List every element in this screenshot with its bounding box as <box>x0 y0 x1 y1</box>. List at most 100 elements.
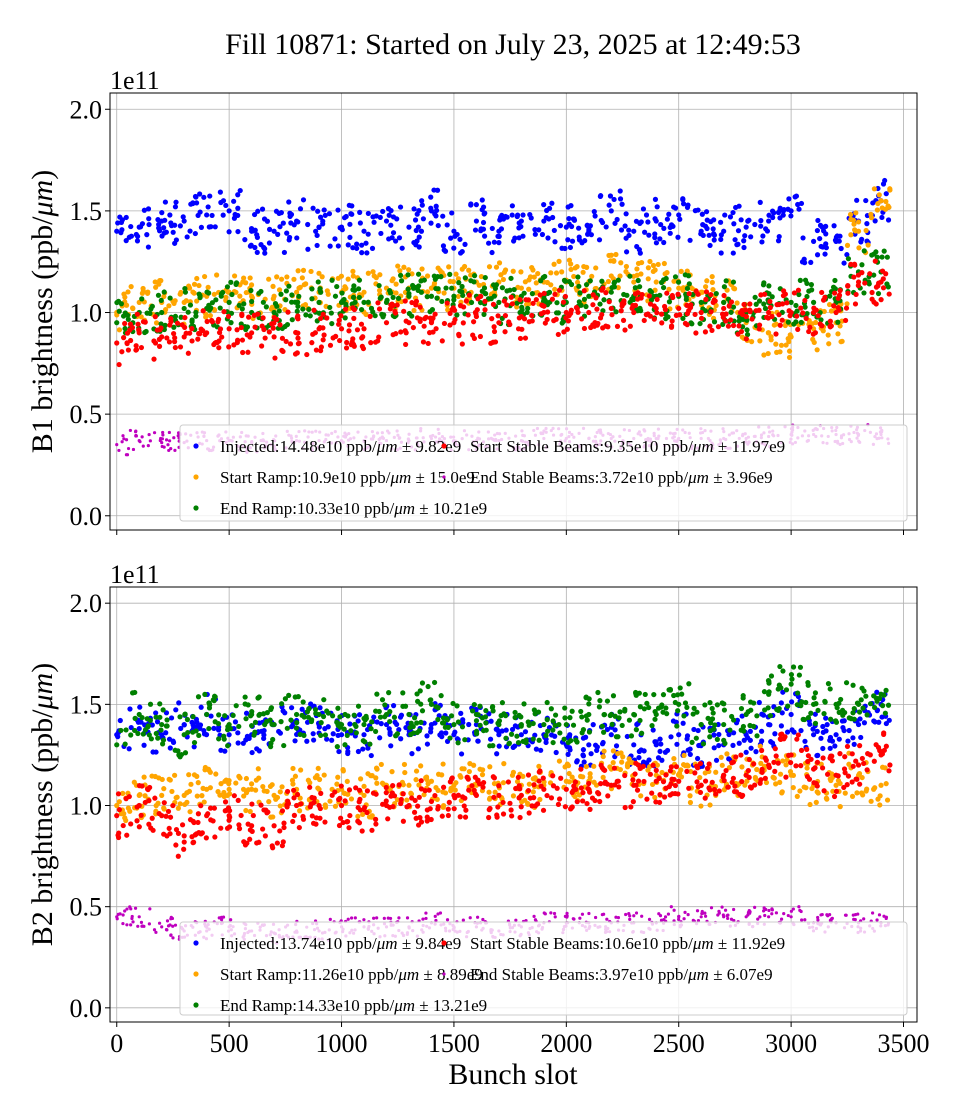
point-start-ramp <box>277 803 283 809</box>
point-start-stable-beams <box>507 800 513 806</box>
point-start-stable-beams <box>630 799 636 805</box>
point-start-stable-beams <box>629 305 635 311</box>
point-start-ramp <box>423 774 430 780</box>
point-injected <box>462 241 468 247</box>
point-injected <box>553 749 559 756</box>
point-start-stable-beams <box>133 343 139 349</box>
point-start-stable-beams <box>513 785 519 792</box>
point-end-ramp <box>536 737 542 743</box>
point-end-stable-beams <box>167 430 171 435</box>
point-end-ramp <box>698 299 704 305</box>
point-start-ramp <box>664 269 670 276</box>
point-injected <box>584 223 590 229</box>
point-start-ramp <box>476 282 482 288</box>
point-end-ramp <box>377 714 384 720</box>
point-start-stable-beams <box>824 771 831 777</box>
point-end-ramp <box>552 712 559 718</box>
point-start-stable-beams <box>851 274 857 280</box>
point-injected <box>276 728 282 735</box>
point-start-ramp <box>574 264 580 270</box>
point-injected <box>722 212 728 218</box>
point-start-stable-beams <box>231 793 237 799</box>
point-start-stable-beams <box>152 314 158 320</box>
point-start-stable-beams <box>836 292 843 298</box>
point-injected <box>767 722 773 728</box>
point-end-ramp <box>851 716 857 722</box>
point-start-ramp <box>458 774 464 780</box>
point-start-ramp <box>620 754 626 760</box>
point-end-ramp <box>374 691 380 697</box>
point-end-ramp <box>153 714 159 720</box>
point-start-stable-beams <box>209 319 216 325</box>
point-start-stable-beams <box>586 780 592 787</box>
point-start-stable-beams <box>786 752 792 759</box>
point-start-stable-beams <box>182 315 188 321</box>
point-start-ramp <box>709 273 715 280</box>
point-start-stable-beams <box>368 340 374 346</box>
point-injected <box>321 207 327 213</box>
point-injected <box>203 732 210 738</box>
point-start-stable-beams <box>720 774 726 780</box>
point-injected <box>197 191 203 197</box>
point-start-stable-beams <box>515 774 521 780</box>
point-end-ramp <box>197 293 203 299</box>
point-injected <box>159 210 165 216</box>
point-start-stable-beams <box>198 803 204 809</box>
point-end-ramp <box>496 299 502 305</box>
point-injected <box>403 725 409 731</box>
point-start-ramp <box>678 268 684 274</box>
point-end-ramp <box>785 703 791 709</box>
point-end-ramp <box>293 711 300 718</box>
point-end-ramp <box>798 319 804 326</box>
point-injected <box>624 733 630 740</box>
point-injected <box>145 206 152 212</box>
point-start-stable-beams <box>446 799 452 805</box>
point-end-ramp <box>811 695 817 701</box>
point-injected <box>520 233 526 239</box>
point-injected <box>738 217 744 223</box>
point-start-stable-beams <box>883 743 889 749</box>
point-start-ramp <box>312 775 319 781</box>
point-start-stable-beams <box>340 819 346 826</box>
point-start-stable-beams <box>777 322 783 328</box>
point-end-ramp <box>828 716 834 722</box>
point-start-ramp <box>177 801 183 807</box>
point-start-stable-beams <box>763 757 769 763</box>
point-start-ramp <box>188 781 194 787</box>
point-start-ramp <box>851 221 857 227</box>
point-injected <box>814 728 820 734</box>
point-end-ramp <box>776 706 782 712</box>
point-start-ramp <box>342 284 348 290</box>
point-injected <box>211 725 217 731</box>
point-end-stable-beams <box>121 434 125 438</box>
point-injected <box>428 725 434 731</box>
point-start-ramp <box>724 751 730 757</box>
point-injected <box>653 739 659 745</box>
point-end-ramp <box>578 708 584 715</box>
point-start-ramp <box>191 290 197 296</box>
point-start-stable-beams <box>579 316 585 322</box>
point-injected <box>882 177 888 184</box>
point-start-ramp <box>757 743 763 749</box>
point-end-ramp <box>142 727 149 733</box>
point-injected <box>822 251 828 257</box>
point-start-stable-beams <box>337 795 343 801</box>
point-start-ramp <box>365 270 371 276</box>
point-start-ramp <box>638 793 644 799</box>
point-start-ramp <box>141 774 147 780</box>
point-injected <box>226 229 232 235</box>
point-end-ramp <box>278 291 284 297</box>
point-injected <box>128 724 134 731</box>
point-injected <box>373 213 379 219</box>
point-start-stable-beams <box>311 795 317 801</box>
point-end-ramp <box>744 331 751 338</box>
point-start-stable-beams <box>578 785 584 791</box>
point-start-stable-beams <box>554 785 560 791</box>
point-injected <box>117 717 123 724</box>
legend-label: End Ramp:10.33e10 ppb/ <box>220 499 395 518</box>
point-injected <box>347 234 353 241</box>
point-end-ramp <box>637 704 643 710</box>
point-start-stable-beams <box>127 327 133 333</box>
point-start-stable-beams <box>338 783 344 789</box>
point-injected <box>879 714 885 720</box>
